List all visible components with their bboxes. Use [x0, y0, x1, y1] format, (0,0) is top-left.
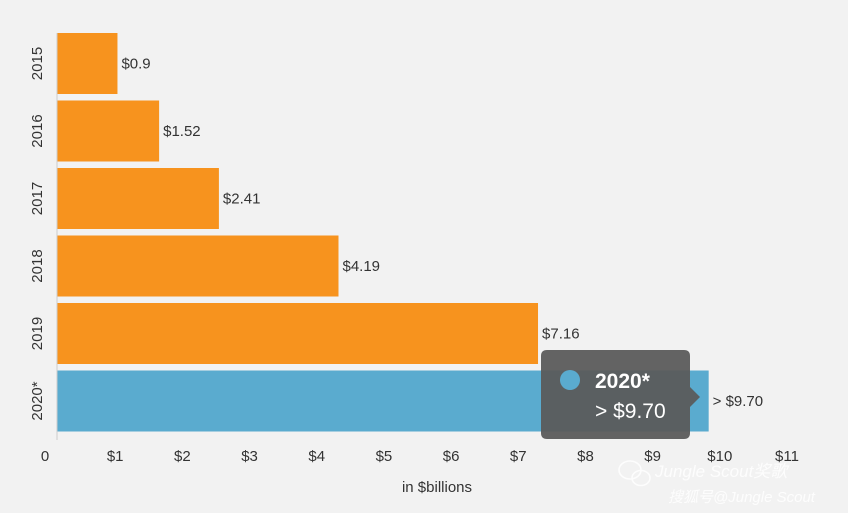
bar-2015[interactable]: [57, 33, 118, 94]
x-tick-label: $1: [107, 448, 124, 465]
x-tick-label: $7: [510, 448, 527, 465]
x-tick-label: $11: [775, 448, 799, 465]
x-tick-label: 0: [41, 448, 49, 465]
watermark-line-2: 搜狐号@Jungle Scout: [668, 489, 816, 506]
x-tick-label: $5: [376, 448, 393, 465]
bar-2016[interactable]: [57, 100, 160, 162]
category-label: 2020*: [29, 381, 46, 420]
x-tick-label: $3: [241, 448, 258, 465]
value-label: $7.16: [542, 326, 580, 343]
category-label: 2018: [29, 249, 46, 282]
tooltip-marker: [560, 370, 580, 390]
tooltip-title: 2020*: [595, 370, 651, 393]
x-tick-label: $6: [443, 448, 460, 465]
x-tick-label: $2: [174, 448, 191, 465]
value-label: $2.41: [223, 191, 261, 208]
category-label: 2015: [29, 47, 46, 80]
watermark-line-1: Jungle Scout奖歌: [654, 462, 790, 481]
category-label: 2017: [29, 182, 46, 215]
category-label: 2019: [29, 317, 46, 350]
tooltip: 2020* > $9.70: [541, 350, 700, 439]
bar-2018[interactable]: [57, 235, 339, 297]
x-tick-label: $4: [308, 448, 325, 465]
wechat-icon: [618, 460, 651, 487]
category-labels-group: 2015 2016 2017 2018 2019 2020*: [29, 47, 46, 421]
x-tick-labels-group: 0 $1 $2 $3 $4 $5 $6 $7 $8 $9 $10 $11: [41, 448, 799, 465]
bar-2019[interactable]: [57, 303, 539, 364]
x-tick-label: $9: [644, 448, 661, 465]
x-tick-label: $8: [577, 448, 594, 465]
tooltip-box: [541, 350, 700, 439]
value-label: $1.52: [163, 123, 201, 140]
tooltip-value: > $9.70: [595, 400, 666, 423]
value-label: $0.9: [121, 56, 150, 73]
bar-2017[interactable]: [57, 168, 219, 229]
x-tick-label: $10: [707, 448, 732, 465]
watermark: Jungle Scout奖歌 搜狐号@Jungle Scout: [618, 460, 816, 506]
value-labels-group: $0.9 $1.52 $2.41 $4.19 $7.16 > $9.70: [121, 56, 763, 411]
value-label: $4.19: [342, 258, 380, 275]
category-label: 2016: [29, 114, 46, 147]
value-label: > $9.70: [713, 393, 763, 410]
x-axis-label: in $billions: [402, 479, 472, 496]
